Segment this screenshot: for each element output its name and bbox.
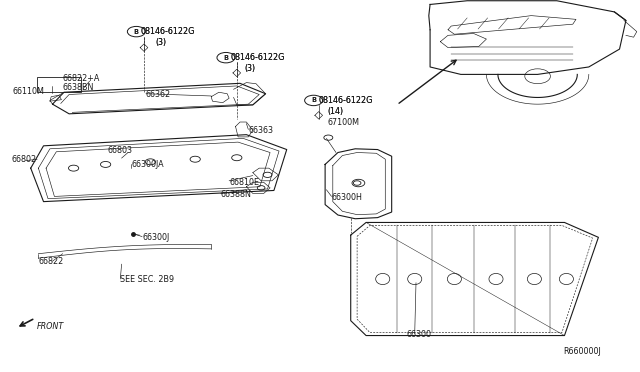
Text: (3): (3) <box>155 38 166 47</box>
Text: R660000J: R660000J <box>563 347 601 356</box>
Text: (14): (14) <box>328 107 344 116</box>
Text: 66363: 66363 <box>248 126 273 135</box>
Text: 6638BN: 6638BN <box>63 83 94 92</box>
Text: B: B <box>311 97 316 103</box>
Text: 66388N: 66388N <box>221 190 252 199</box>
Text: 66300JA: 66300JA <box>131 160 164 169</box>
Text: 66802: 66802 <box>12 155 36 164</box>
Text: 66803: 66803 <box>108 146 132 155</box>
Text: B: B <box>223 55 228 61</box>
Text: 66822: 66822 <box>38 257 63 266</box>
Text: 67100M: 67100M <box>328 118 360 126</box>
Text: (3): (3) <box>155 38 166 47</box>
Text: 66362: 66362 <box>146 90 171 99</box>
Text: 08146-6122G: 08146-6122G <box>141 27 195 36</box>
Text: B: B <box>134 29 139 35</box>
Text: 66300J: 66300J <box>142 233 170 242</box>
Text: 66300: 66300 <box>406 330 431 339</box>
Text: 08146-6122G: 08146-6122G <box>319 96 373 105</box>
Text: 66810E: 66810E <box>229 178 259 187</box>
Text: (14): (14) <box>328 107 344 116</box>
Text: FRONT: FRONT <box>37 322 65 331</box>
Text: 08146-6122G: 08146-6122G <box>230 53 285 62</box>
Bar <box>37 77 81 92</box>
Text: 08146-6122G: 08146-6122G <box>319 96 373 105</box>
Text: 08146-6122G: 08146-6122G <box>230 53 285 62</box>
Text: (3): (3) <box>244 64 255 73</box>
Text: 66110M: 66110M <box>13 87 45 96</box>
Text: 66300H: 66300H <box>332 193 362 202</box>
Text: 08146-6122G: 08146-6122G <box>141 27 195 36</box>
Text: SEE SEC. 2B9: SEE SEC. 2B9 <box>120 275 175 284</box>
Text: (3): (3) <box>244 64 255 73</box>
Text: 66822+A: 66822+A <box>63 74 100 83</box>
